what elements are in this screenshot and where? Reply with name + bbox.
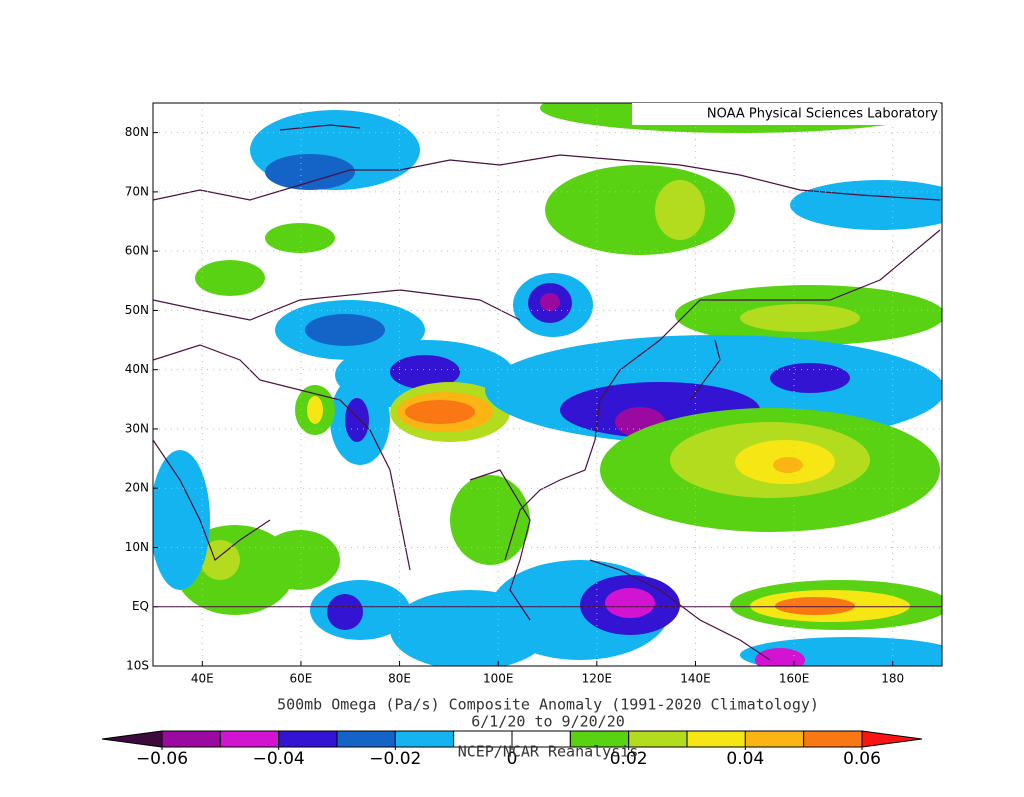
colorbar-swatch — [744, 730, 805, 748]
colorbar-label: 0.02 — [610, 749, 648, 769]
anomaly-shading — [153, 103, 942, 666]
map-title: 500mb Omega (Pa/s) Composite Anomaly (19… — [277, 696, 819, 714]
field — [153, 103, 942, 666]
colorbar-label: 0.04 — [726, 749, 764, 769]
colorbar-swatch — [219, 730, 280, 748]
data-source: NCEP/NCAR Reanalysis — [458, 743, 639, 761]
colorbar-swatch — [336, 730, 396, 748]
colorbar-label: −0.02 — [369, 749, 421, 769]
colorbar-end — [861, 730, 923, 748]
x-tick-label: 80E — [388, 672, 411, 686]
x-tick-label: 40E — [191, 672, 214, 686]
colorbar-swatch — [161, 730, 221, 748]
date-range: 6/1/20 to 9/20/20 — [471, 713, 625, 731]
y-tick-label: 30N — [125, 421, 149, 435]
colorbar-end — [101, 730, 163, 748]
credit: NOAA Physical Sciences Laboratory — [707, 107, 938, 122]
colorbar-label: 0.06 — [843, 749, 881, 769]
colorbar: −0.06 −0.04 −0.02 0 0.02 0.04 0.06 — [101, 730, 923, 769]
x-tick-label: 140E — [680, 672, 711, 686]
colorbar-label: −0.04 — [253, 749, 305, 769]
x-tick-label: 120E — [582, 672, 613, 686]
x-tick-label: 100E — [483, 672, 514, 686]
colorbar-label: −0.06 — [136, 749, 188, 769]
y-tick-label: 80N — [125, 125, 149, 139]
y-tick-label: 40N — [125, 362, 149, 376]
colorbar-label: 0 — [507, 749, 518, 769]
map-frame — [152, 102, 943, 667]
x-tick-label: 180 — [881, 672, 904, 686]
y-tick-label: 50N — [125, 303, 149, 317]
colorbar-swatch — [394, 730, 455, 748]
y-tick-label: 20N — [125, 481, 149, 495]
x-tick-label: 160E — [779, 672, 810, 686]
colorbar-swatch — [278, 730, 338, 748]
credit-box — [632, 103, 940, 125]
y-tick-label: 70N — [125, 184, 149, 198]
y-tick-label: EQ — [132, 599, 149, 613]
y-tick-label: 10S — [126, 659, 149, 673]
colorbar-swatch — [686, 730, 746, 748]
colorbar-swatch — [803, 730, 863, 748]
x-tick-label: 60E — [290, 672, 313, 686]
y-tick-label: 10N — [125, 540, 149, 554]
y-tick-label: 60N — [125, 244, 149, 258]
